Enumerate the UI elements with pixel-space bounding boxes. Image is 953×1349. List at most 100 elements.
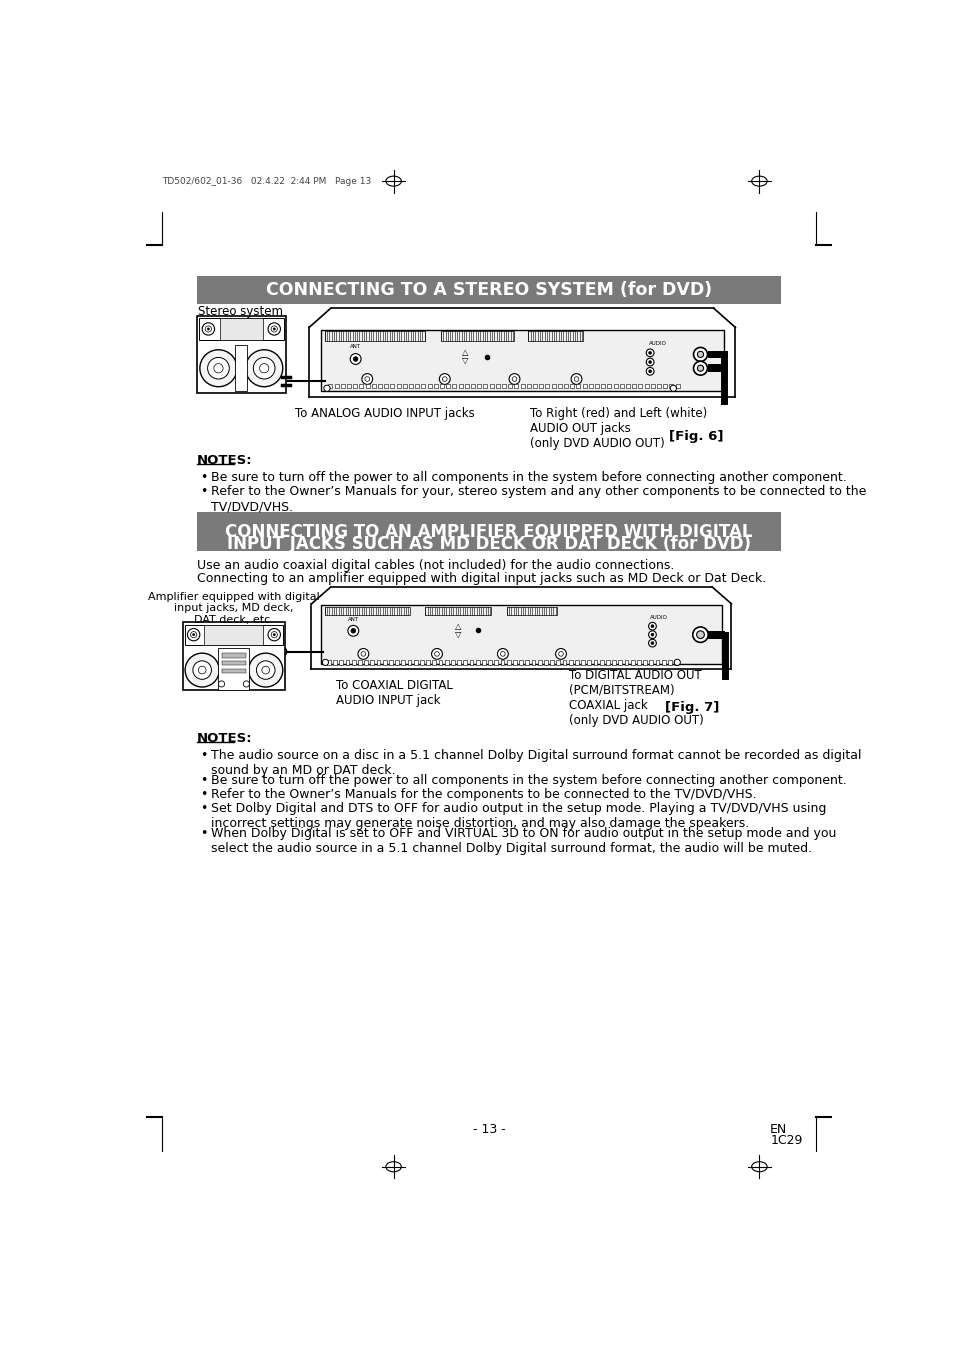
Bar	[526, 383, 530, 389]
Bar	[513, 660, 517, 665]
Circle shape	[198, 666, 206, 674]
Bar	[345, 660, 349, 665]
Circle shape	[278, 382, 285, 389]
Bar	[563, 383, 567, 389]
Bar	[538, 383, 542, 389]
Bar	[612, 660, 616, 665]
Bar	[395, 660, 398, 665]
Circle shape	[509, 374, 519, 384]
Text: •: •	[200, 827, 208, 840]
Bar	[550, 660, 554, 665]
Circle shape	[185, 653, 219, 687]
Bar	[655, 660, 659, 665]
Bar	[221, 661, 246, 665]
Circle shape	[271, 631, 277, 638]
Text: ▽: ▽	[462, 356, 469, 366]
Circle shape	[191, 631, 196, 638]
Circle shape	[271, 326, 277, 332]
Bar	[382, 660, 386, 665]
Bar	[444, 660, 448, 665]
Bar	[340, 383, 344, 389]
Text: Set Dolby Digital and DTS to OFF for audio output in the setup mode. Playing a T: Set Dolby Digital and DTS to OFF for aud…	[211, 801, 825, 830]
Bar	[637, 660, 640, 665]
Circle shape	[645, 349, 654, 356]
Circle shape	[350, 353, 360, 364]
Bar	[452, 383, 456, 389]
Circle shape	[555, 649, 566, 660]
Bar	[458, 383, 462, 389]
Text: ▽: ▽	[455, 630, 460, 638]
Bar	[514, 383, 517, 389]
Text: NOTES:: NOTES:	[196, 455, 253, 468]
Bar	[580, 660, 584, 665]
Bar	[599, 660, 603, 665]
Circle shape	[261, 666, 270, 674]
Bar	[675, 383, 679, 389]
Bar	[481, 660, 485, 665]
Circle shape	[245, 349, 282, 387]
Bar	[377, 383, 381, 389]
Bar	[196, 275, 781, 304]
Bar	[508, 383, 512, 389]
Bar	[446, 383, 450, 389]
Circle shape	[323, 386, 330, 391]
Circle shape	[199, 349, 236, 387]
Bar	[543, 660, 547, 665]
Circle shape	[243, 681, 249, 687]
Bar	[183, 622, 285, 691]
Bar	[434, 383, 437, 389]
Bar	[500, 660, 504, 665]
Circle shape	[281, 650, 284, 653]
Bar	[518, 660, 522, 665]
Bar	[196, 316, 286, 393]
Text: •: •	[200, 788, 208, 801]
Text: △: △	[455, 622, 460, 631]
Bar	[365, 383, 369, 389]
Bar	[440, 332, 514, 340]
Bar	[568, 660, 572, 665]
Circle shape	[435, 652, 439, 656]
Text: TD502/602_01-36   02.4.22  2:44 PM   Page 13: TD502/602_01-36 02.4.22 2:44 PM Page 13	[162, 177, 371, 186]
Text: The audio source on a disc in a 5.1 channel Dolby Digital surround format cannot: The audio source on a disc in a 5.1 chan…	[211, 749, 861, 777]
Circle shape	[693, 348, 707, 362]
Bar	[593, 660, 597, 665]
Bar	[438, 660, 442, 665]
Text: Connecting to an amplifier equipped with digital input jacks such as MD Deck or : Connecting to an amplifier equipped with…	[196, 572, 765, 584]
Bar	[415, 383, 418, 389]
Circle shape	[202, 322, 214, 335]
Bar	[501, 383, 505, 389]
Bar	[376, 660, 380, 665]
Circle shape	[512, 376, 517, 382]
Circle shape	[205, 326, 212, 332]
Circle shape	[353, 356, 357, 362]
Bar	[525, 660, 529, 665]
Bar	[407, 660, 411, 665]
Bar	[558, 383, 561, 389]
Bar	[619, 383, 623, 389]
Bar	[328, 383, 332, 389]
Circle shape	[648, 622, 656, 630]
Bar	[674, 660, 678, 665]
Circle shape	[645, 367, 654, 375]
Circle shape	[571, 374, 581, 384]
Bar	[618, 660, 621, 665]
Bar	[432, 660, 436, 665]
Bar	[476, 383, 480, 389]
Text: AUDIO: AUDIO	[648, 341, 666, 347]
Bar	[649, 660, 653, 665]
Bar	[320, 606, 721, 664]
Bar	[327, 660, 331, 665]
Bar	[667, 660, 671, 665]
Circle shape	[268, 629, 280, 641]
Bar	[669, 383, 673, 389]
Bar	[414, 660, 417, 665]
Bar	[421, 383, 425, 389]
Circle shape	[207, 328, 210, 331]
Bar	[426, 660, 430, 665]
Circle shape	[500, 652, 505, 656]
Bar	[506, 660, 510, 665]
Bar	[427, 383, 431, 389]
Bar	[595, 383, 598, 389]
Bar	[352, 660, 355, 665]
Text: •: •	[200, 471, 208, 484]
